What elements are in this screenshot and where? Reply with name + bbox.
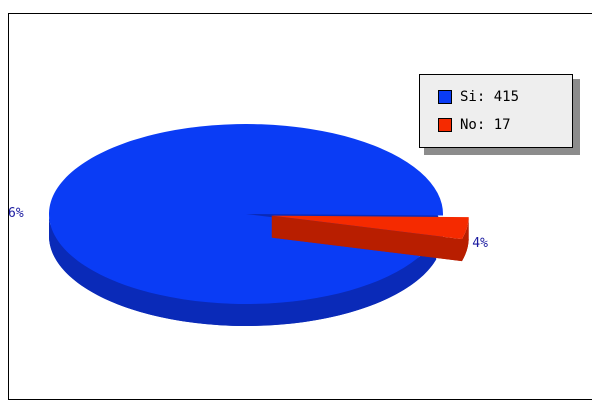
percent-label-si: 96%: [9, 206, 24, 221]
legend: Si: 415 No: 17: [419, 74, 573, 148]
slice-top-si: [48, 124, 444, 305]
slice-top-no: [271, 215, 469, 240]
legend-entry-si: Si: 415: [438, 87, 519, 107]
chart-frame: 96% 4%: [8, 13, 592, 400]
legend-entry-no: No: 17: [438, 115, 511, 135]
slice-side-no: [461, 217, 469, 262]
legend-label-no: No: 17: [460, 117, 511, 133]
pie-chart: 96% 4%: [9, 124, 488, 327]
slice-face-no: [271, 215, 462, 262]
percent-label-no: 4%: [472, 236, 488, 251]
legend-swatch-si: [438, 90, 452, 104]
legend-swatch-no: [438, 118, 452, 132]
legend-label-si: Si: 415: [460, 89, 520, 105]
slice-side-si: [49, 214, 443, 327]
